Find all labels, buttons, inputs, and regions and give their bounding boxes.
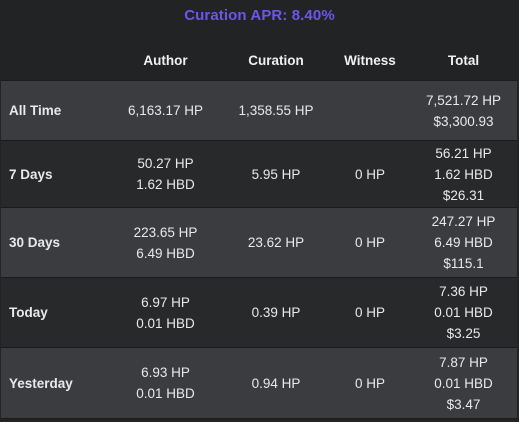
witness-cell: 0 HP: [354, 235, 385, 250]
author-hbd: 6.49 HBD: [136, 245, 195, 261]
total-hp: 56.21 HP: [435, 145, 492, 161]
curation-cell: 5.95 HP: [251, 166, 301, 182]
total-hbd: 6.49 HBD: [434, 235, 493, 250]
curation-cell: 23.62 HP: [247, 235, 305, 250]
table-row-7-days: 7 Days 50.27 HP 1.62 HBD 5.95 HP 0 HP 56…: [1, 141, 517, 208]
total-hp: 7.36 HP: [439, 284, 488, 299]
curation-cell: 0.94 HP: [251, 375, 301, 391]
header-witness: Witness: [344, 52, 396, 68]
total-usd: $26.31: [442, 187, 485, 203]
curation-cell: 1,358.55 HP: [238, 103, 314, 118]
author-hp: 6,163.17 HP: [127, 103, 204, 118]
total-cell: 7.36 HP 0.01 HBD $3.25: [410, 281, 517, 344]
witness-cell: 0 HP: [354, 375, 385, 391]
curation-apr-title: Curation APR: 8.40%: [184, 7, 335, 24]
author-cell: 6,163.17 HP: [109, 100, 222, 121]
rewards-table: Author Curation Witness Total All Time 6…: [1, 40, 517, 419]
author-cell: 223.65 HP 6.49 HBD: [109, 222, 222, 264]
author-cell: 50.27 HP 1.62 HBD: [109, 153, 222, 195]
author-cell: 6.97 HP 0.01 HBD: [109, 292, 222, 334]
header-author: Author: [143, 52, 188, 68]
row-label: Today: [9, 305, 48, 320]
table-row-yesterday: Yesterday 6.93 HP 0.01 HBD 0.94 HP 0 HP …: [1, 348, 517, 419]
total-usd: $115.1: [443, 256, 484, 271]
total-hbd: 0.01 HBD: [434, 375, 493, 391]
total-hp: 247.27 HP: [431, 214, 496, 229]
total-cell: 247.27 HP 6.49 HBD $115.1: [410, 211, 517, 274]
row-label: 7 Days: [9, 166, 53, 182]
total-cell: 7,521.72 HP $3,300.93: [410, 90, 517, 132]
witness-cell: 0 HP: [354, 166, 385, 182]
total-usd: $3.25: [446, 326, 481, 341]
author-hbd: 1.62 HBD: [136, 177, 195, 192]
total-hp: 7,521.72 HP: [425, 92, 502, 108]
total-usd: $3.47: [446, 396, 481, 412]
total-cell: 56.21 HP 1.62 HBD $26.31: [410, 143, 517, 206]
author-cell: 6.93 HP 0.01 HBD: [109, 362, 222, 404]
author-hp: 223.65 HP: [133, 224, 198, 240]
table-row-all-time: All Time 6,163.17 HP 1,358.55 HP 7,521.7…: [1, 81, 517, 141]
row-label: 30 Days: [9, 235, 61, 250]
total-hbd: 1.62 HBD: [434, 166, 493, 182]
header-curation: Curation: [248, 52, 304, 68]
author-hbd: 0.01 HBD: [136, 315, 195, 331]
total-hbd: 0.01 HBD: [434, 305, 493, 320]
curation-cell: 0.39 HP: [251, 305, 301, 320]
author-hbd: 0.01 HBD: [136, 386, 195, 401]
total-hp: 7.87 HP: [439, 354, 488, 370]
total-usd: $3,300.93: [433, 113, 494, 129]
total-cell: 7.87 HP 0.01 HBD $3.47: [410, 352, 517, 415]
author-hp: 6.93 HP: [141, 365, 190, 380]
table-row-30-days: 30 Days 223.65 HP 6.49 HBD 23.62 HP 0 HP…: [1, 208, 517, 278]
row-label: Yesterday: [9, 375, 73, 391]
table-row-today: Today 6.97 HP 0.01 HBD 0.39 HP 0 HP 7.36…: [1, 278, 517, 348]
table-header-row: Author Curation Witness Total: [1, 40, 517, 81]
author-hp: 6.97 HP: [141, 294, 190, 310]
witness-cell: 0 HP: [354, 305, 385, 320]
header-total: Total: [447, 52, 480, 68]
author-hp: 50.27 HP: [137, 156, 194, 171]
row-label: All Time: [9, 103, 62, 118]
